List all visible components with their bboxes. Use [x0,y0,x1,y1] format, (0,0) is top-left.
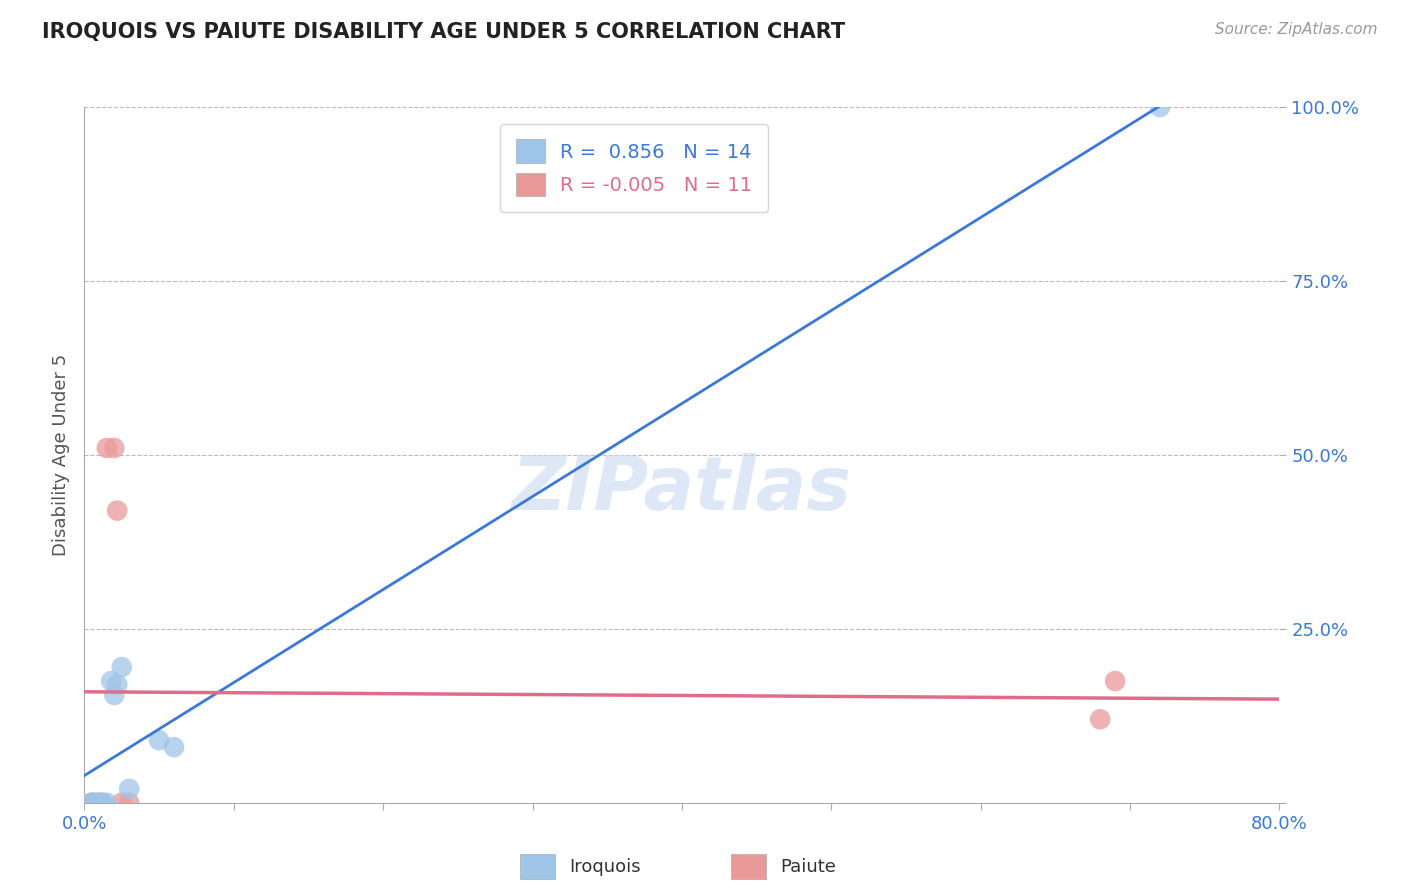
Point [1088,712,1111,726]
Point [86,796,108,810]
Point [148,733,170,747]
Text: IROQUOIS VS PAIUTE DISABILITY AGE UNDER 5 CORRELATION CHART: IROQUOIS VS PAIUTE DISABILITY AGE UNDER … [42,22,845,42]
Text: Iroquois: Iroquois [569,858,641,876]
Text: ZIPatlas: ZIPatlas [512,453,852,526]
Point [80,796,103,810]
Point [163,740,186,755]
Point [89,796,111,810]
Point [118,781,141,796]
Point [100,674,122,689]
Point [83,796,105,810]
Y-axis label: Disability Age Under 5: Disability Age Under 5 [52,354,70,556]
Point [105,677,128,691]
Point [96,441,118,455]
Point [118,796,141,810]
Point [80,796,103,810]
Text: Paiute: Paiute [780,858,837,876]
Point [111,796,134,810]
Point [111,660,134,674]
Point [103,688,125,702]
Point [103,441,125,455]
Text: Source: ZipAtlas.com: Source: ZipAtlas.com [1215,22,1378,37]
Point [91,796,114,810]
Point [89,796,111,810]
Point [1149,100,1171,114]
Point [1104,674,1126,689]
Point [91,796,114,810]
Legend: R =  0.856   N = 14, R = -0.005   N = 11: R = 0.856 N = 14, R = -0.005 N = 11 [501,124,768,212]
Point [80,796,103,810]
Point [96,796,118,810]
Point [105,503,128,517]
